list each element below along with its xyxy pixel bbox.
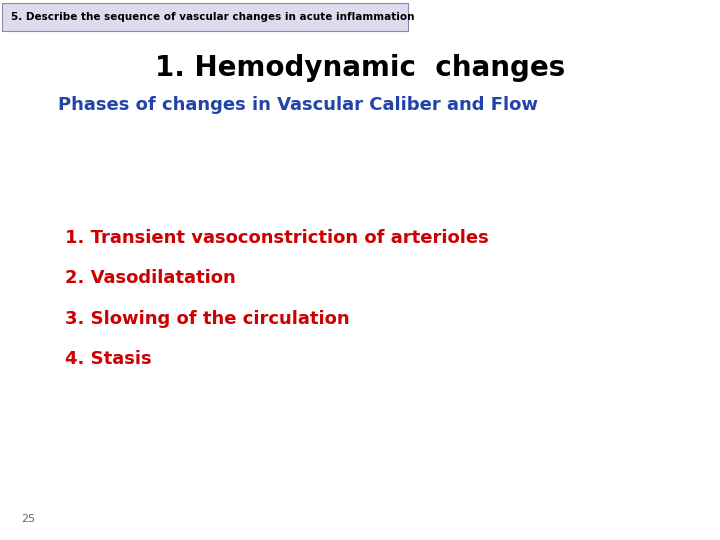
Text: 5. Describe the sequence of vascular changes in acute inflammation: 5. Describe the sequence of vascular cha… [11,12,414,22]
Text: 25: 25 [22,514,36,524]
Text: 1. Hemodynamic  changes: 1. Hemodynamic changes [155,53,565,82]
Text: Phases of changes in Vascular Caliber and Flow: Phases of changes in Vascular Caliber an… [58,96,538,114]
FancyBboxPatch shape [2,3,408,31]
Text: 2. Vasodilatation: 2. Vasodilatation [65,269,235,287]
Text: 4. Stasis: 4. Stasis [65,350,151,368]
Text: 3. Slowing of the circulation: 3. Slowing of the circulation [65,309,349,328]
Text: 1. Transient vasoconstriction of arterioles: 1. Transient vasoconstriction of arterio… [65,228,489,247]
